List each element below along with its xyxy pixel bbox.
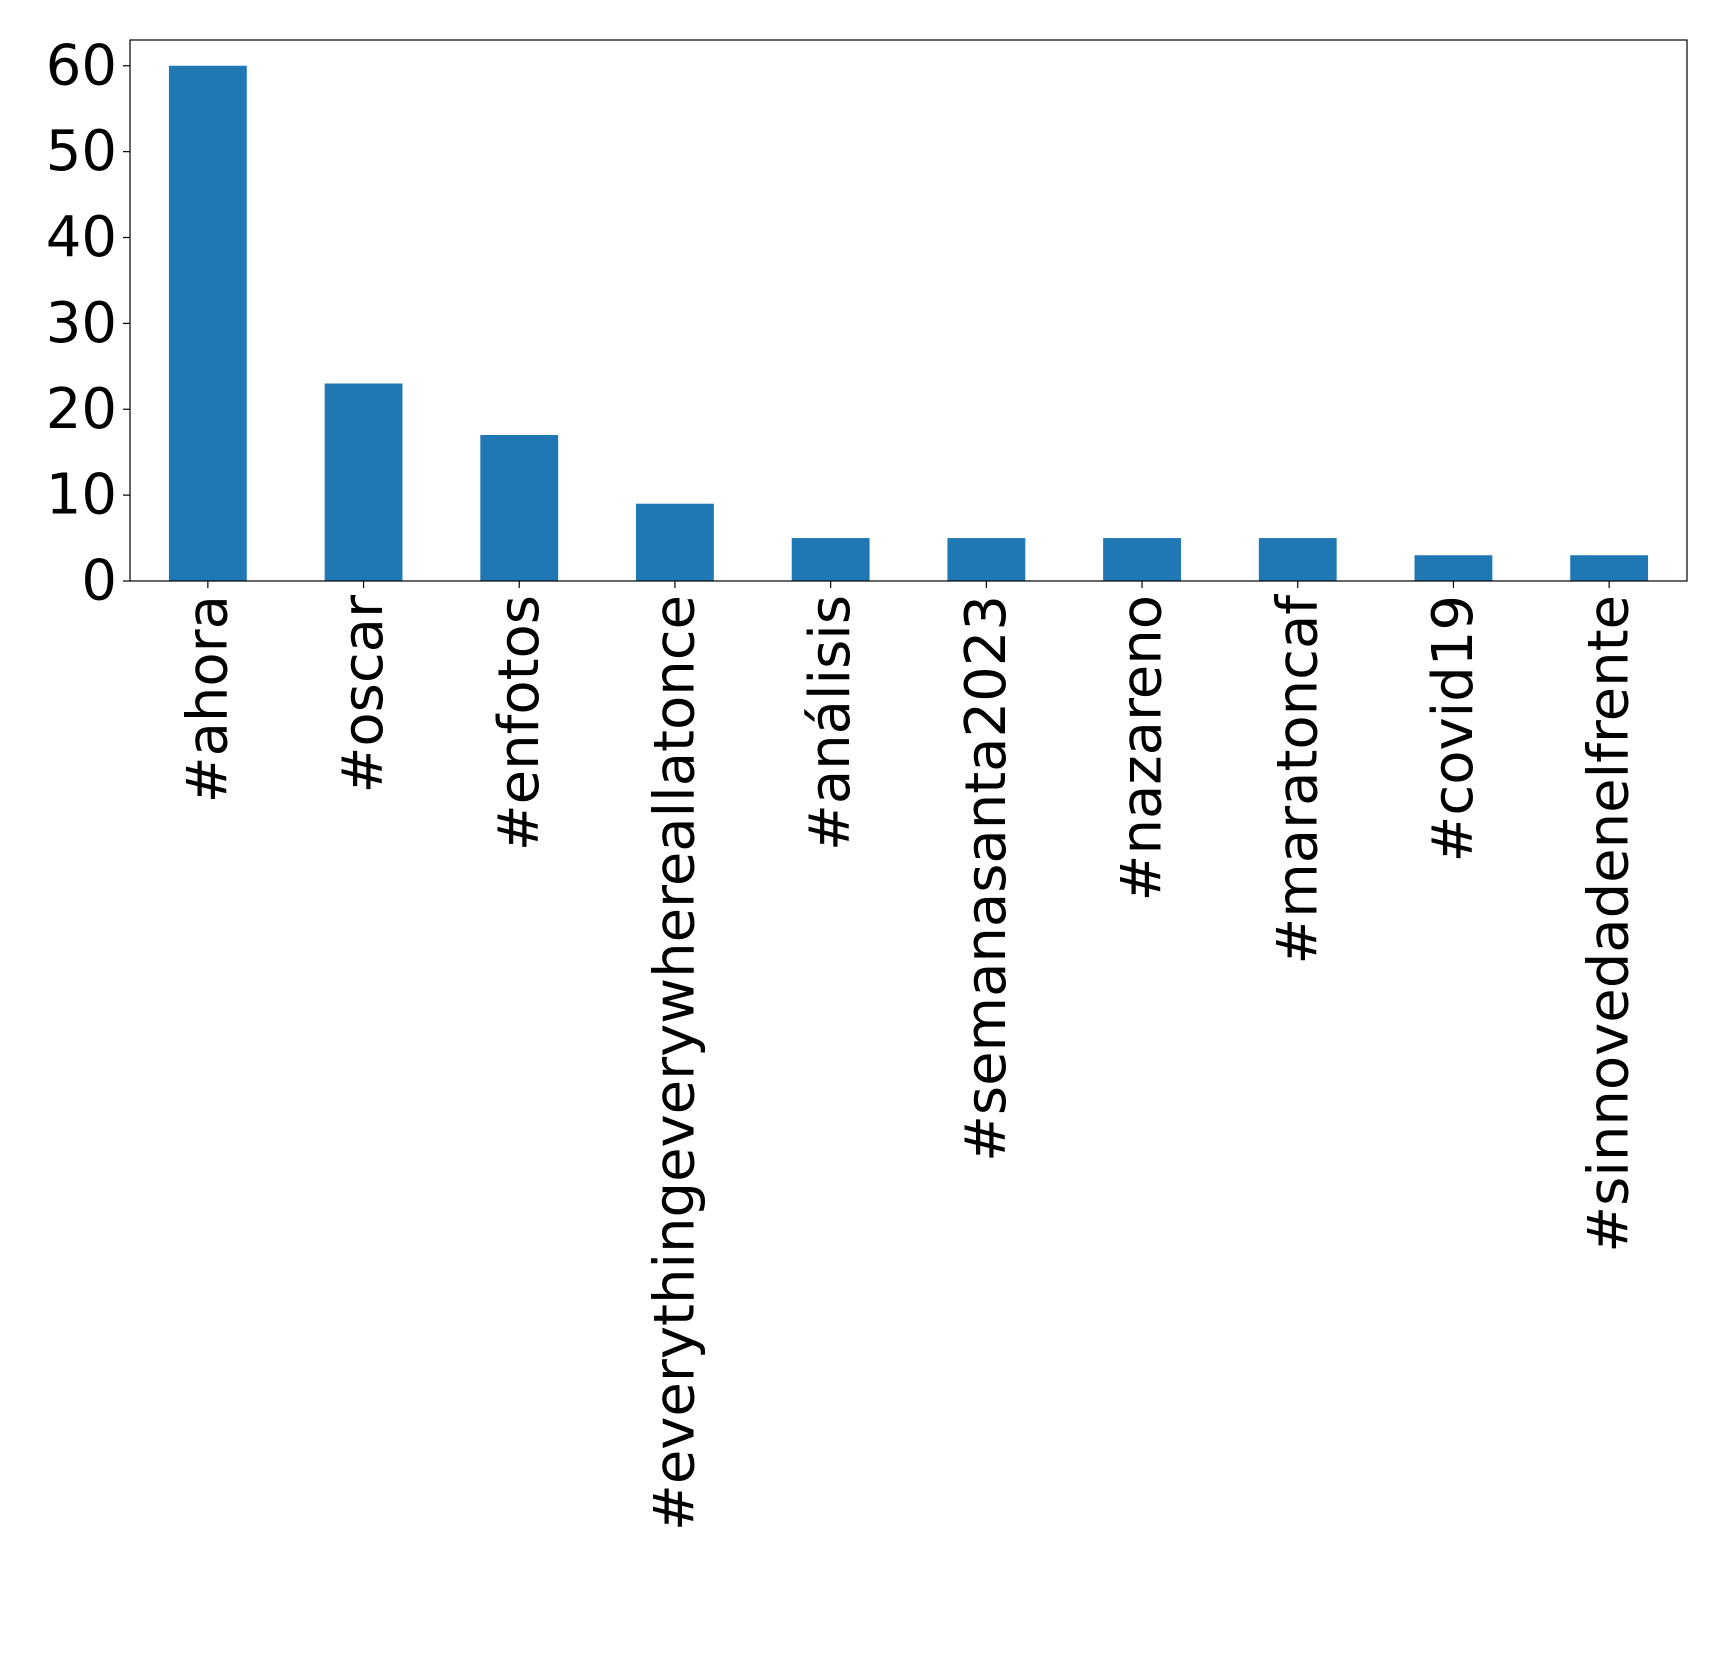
x-tick-label-5: #semanasanta2023 <box>954 595 1019 1162</box>
x-tick-label-4: #análisis <box>798 595 863 851</box>
bars-group <box>168 65 1649 581</box>
y-tick-label-5: 50 <box>46 119 117 184</box>
y-tick-label-0: 0 <box>81 549 117 614</box>
x-tick-label-7: #maratoncaf <box>1265 594 1330 965</box>
y-tick-label-1: 10 <box>46 463 117 528</box>
x-axis: #ahora #oscar #enfotos #everythingeverywher… <box>175 581 1642 1531</box>
y-axis: 0 10 20 30 40 50 60 <box>46 33 130 614</box>
x-tick-label-0: #ahora <box>175 595 240 803</box>
x-tick-label-1: #oscar <box>331 594 396 793</box>
bar-7 <box>1258 538 1337 581</box>
x-tick-label-3: #everythingeverywhereallatonce <box>642 595 707 1531</box>
plot-frame <box>129 39 1688 582</box>
x-tick-label-9: #sinnovedadenelfrente <box>1577 595 1642 1253</box>
bar-4 <box>791 538 870 581</box>
bar-1 <box>324 383 403 581</box>
y-tick-label-6: 60 <box>46 33 117 98</box>
bar-3 <box>636 503 714 581</box>
y-tick-label-3: 30 <box>46 291 117 356</box>
bar-6 <box>1103 538 1181 581</box>
x-tick-label-2: #enfotos <box>487 595 552 851</box>
x-tick-label-8: #covid19 <box>1421 595 1486 862</box>
y-tick-label-4: 40 <box>46 205 117 270</box>
bar-9 <box>1570 555 1649 581</box>
bar-8 <box>1414 555 1493 581</box>
y-tick-label-2: 20 <box>46 377 117 442</box>
bar-5 <box>947 538 1026 581</box>
bar-2 <box>480 435 559 581</box>
x-tick-label-6: #nazareno <box>1110 595 1175 901</box>
bar-0 <box>168 65 247 581</box>
